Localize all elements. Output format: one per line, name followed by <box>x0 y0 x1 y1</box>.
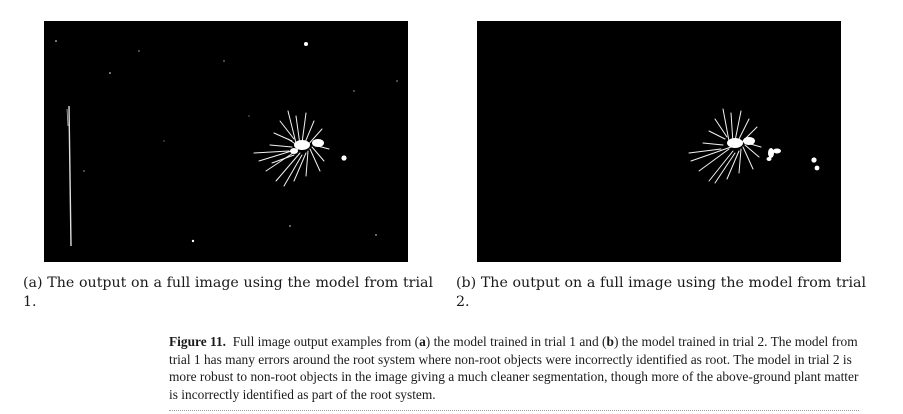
caption-ref-b: b <box>606 334 614 349</box>
caption-text-3: ) the model trained in trial 2. The mode… <box>169 334 859 402</box>
segmentation-output-image-trial-2 <box>477 21 841 262</box>
subfigure-caption-b: (b) The output on a full image using the… <box>456 275 866 310</box>
figure-caption: Figure 11. Full image output examples fr… <box>169 333 859 403</box>
caption-text-1: Full image output examples from ( <box>232 334 420 349</box>
separator-line <box>169 410 859 411</box>
figure-label: Figure 11. <box>169 334 227 349</box>
segmentation-output-image-trial-1 <box>44 21 408 262</box>
caption-text-2: ) the model trained in trial 1 and ( <box>425 334 607 349</box>
caption-ref-a: a <box>419 334 426 349</box>
subfigure-caption-a: (a) The output on a full image using the… <box>23 275 433 310</box>
